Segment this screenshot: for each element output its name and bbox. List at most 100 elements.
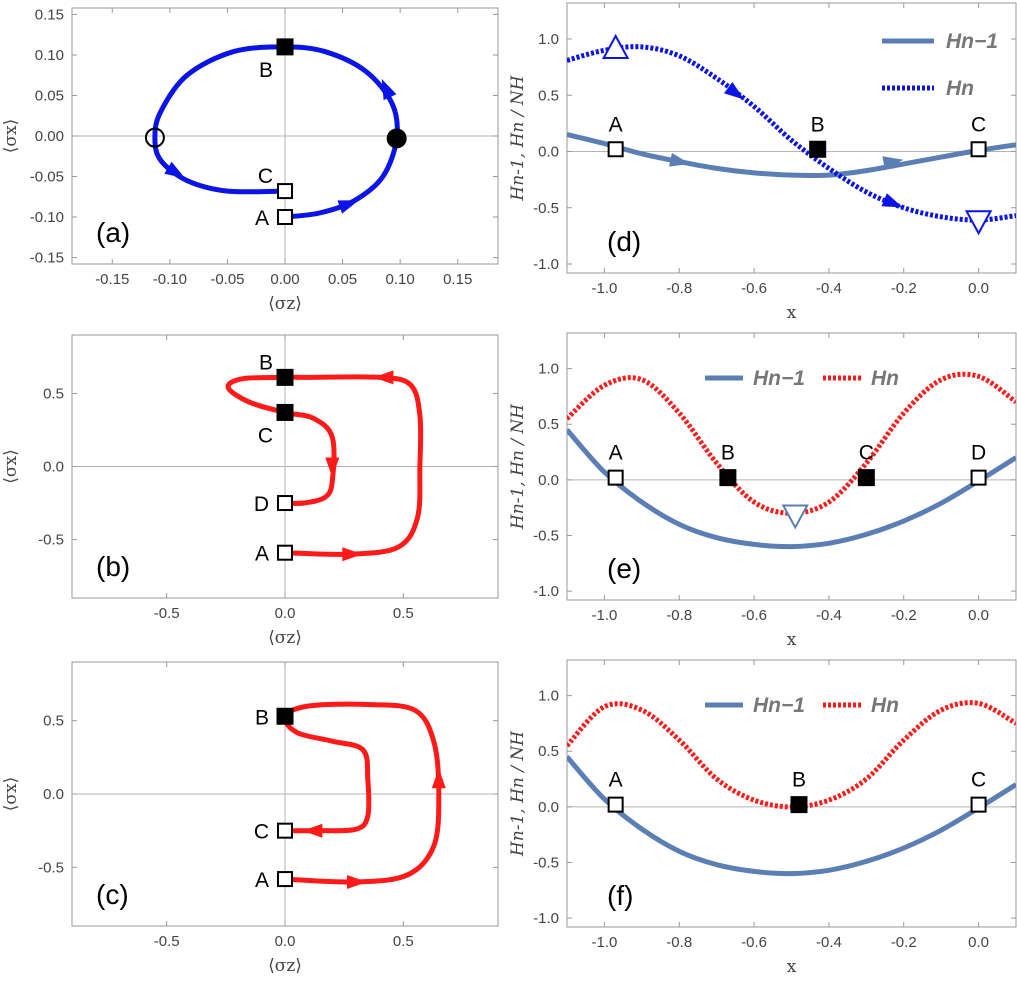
x-tick-label: -0.5 [154, 933, 180, 950]
marker-triangle-down [964, 210, 993, 236]
legend-label-hn: Hn [871, 367, 899, 390]
y-tick-label: 0.5 [43, 713, 64, 730]
y-tick-label: 0.15 [35, 6, 64, 23]
y-tick-label: -1.0 [533, 583, 559, 600]
marker-open-square [607, 796, 624, 813]
y-tick-label: 0.0 [538, 472, 559, 489]
point-label-A: A [609, 442, 623, 465]
panel-c: -0.5 0.0 0.5 -0.5 0.0 0.5 ⟨σz⟩ ⟨σx⟩ (c) A C B [1, 661, 499, 976]
x-tick-label: -0.5 [154, 605, 180, 622]
panel-e: -1.0 -0.8 -0.6 -0.4 -0.2 0.0 -1.0 -0.5 0.0 0.5 1.0… [508, 332, 1017, 650]
marker-filled-square [809, 140, 827, 158]
y-axis-label: Hn-1, Hn / NH [508, 730, 528, 857]
y-tick-label: -0.10 [30, 209, 64, 226]
marker-open-square [607, 469, 624, 486]
x-tick-label: 0.0 [275, 933, 296, 950]
point-label-B: B [259, 59, 273, 82]
y-tick-label: -0.15 [30, 250, 64, 267]
marker-filled-square [276, 38, 294, 56]
trajectory-arrow [381, 79, 397, 101]
x-tick-label: -0.6 [741, 934, 767, 951]
panel-f: -1.0 -0.8 -0.6 -0.4 -0.2 0.0 -1.0 -0.5 0.0 0.5 1.0… [508, 659, 1017, 977]
x-tick-label: -1.0 [591, 280, 617, 297]
x-tick-label: -0.8 [666, 934, 692, 951]
y-tick-label: 0.0 [538, 144, 559, 161]
point-label-C: C [859, 442, 874, 465]
x-tick-label: -0.4 [816, 607, 842, 624]
marker-open-square [277, 209, 293, 226]
trajectory-arrow [337, 200, 359, 214]
marker-open-square [277, 822, 293, 839]
trajectory-arrow [431, 768, 446, 789]
marker-open-square [970, 796, 987, 813]
point-label-A: A [255, 869, 269, 892]
point-label-C: C [258, 424, 273, 447]
x-tick-label: 0.15 [443, 271, 472, 288]
marker-triangle-up [601, 33, 630, 59]
y-tick-label: 0.5 [43, 385, 64, 402]
marker-open-square [970, 469, 987, 486]
x-axis-label: ⟨σz⟩ [268, 628, 302, 648]
marker-open-circle [144, 127, 165, 148]
x-tick-label: 0.10 [386, 271, 415, 288]
series-arrow [669, 152, 690, 167]
y-tick-label: 0.0 [538, 799, 559, 816]
x-axis-label: ⟨σz⟩ [268, 956, 302, 976]
panel-label: (e) [607, 553, 641, 584]
legend-label-hn-minus-1: Hn−1 [946, 30, 998, 53]
point-label-C: C [971, 769, 986, 792]
y-axis-label: ⟨σx⟩ [1, 119, 21, 153]
point-label-B: B [811, 113, 825, 136]
x-tick-label: 0.0 [968, 934, 989, 951]
series-arrow [724, 82, 745, 100]
trajectory-arrow [302, 823, 323, 838]
trajectory-arrow [342, 547, 363, 562]
marker-filled-circle [386, 128, 407, 149]
point-label-B: B [255, 706, 269, 729]
series-hn [567, 371, 1016, 516]
x-tick-label: -0.05 [210, 271, 244, 288]
panel-b: -0.5 0.0 0.5 -0.5 0.0 0.5 ⟨σz⟩ ⟨σx⟩ (b) A D C B [1, 334, 499, 648]
legend-label-hn-minus-1: Hn−1 [753, 694, 805, 717]
y-tick-label: 0.5 [538, 416, 559, 433]
x-tick-label: -0.2 [891, 934, 917, 951]
y-axis-label: Hn-1, Hn / NH [508, 403, 528, 530]
legend: Hn−1 Hn [705, 367, 899, 390]
x-tick-label: 0.00 [270, 271, 299, 288]
y-tick-label: 0.5 [538, 743, 559, 760]
plot-frame [566, 659, 1017, 928]
x-tick-label: 0.0 [275, 605, 296, 622]
y-tick-label: 0.0 [43, 459, 64, 476]
panel-a: -0.15 -0.10 -0.05 0.00 0.05 0.10 0.15 -0.15 -0.1… [1, 6, 499, 314]
trajectory-arrow [347, 875, 367, 889]
legend-label-hn: Hn [946, 77, 974, 100]
x-tick-label: -1.0 [591, 934, 617, 951]
point-label-C: C [971, 113, 986, 136]
series-arrow [881, 193, 903, 208]
legend-label-hn-minus-1: Hn−1 [753, 367, 805, 390]
y-tick-label: 0.0 [43, 786, 64, 803]
point-label-A: A [609, 769, 623, 792]
marker-open-square [970, 141, 987, 158]
y-tick-label: -1.0 [533, 910, 559, 927]
y-tick-label: 0.10 [35, 47, 64, 64]
panel-label: (d) [607, 226, 641, 257]
marker-open-square [277, 871, 293, 888]
y-tick-label: 0.5 [538, 87, 559, 104]
point-label-B: B [721, 442, 735, 465]
x-tick-label: 0.5 [393, 933, 414, 950]
x-tick-label: -1.0 [591, 607, 617, 624]
x-tick-label: -0.2 [891, 607, 917, 624]
y-tick-label: -0.5 [38, 532, 64, 549]
x-tick-label: 0.5 [393, 605, 414, 622]
panel-label: (a) [96, 217, 130, 248]
y-axis-label: Hn-1, Hn / NH [508, 74, 528, 201]
y-tick-label: 0.05 [35, 87, 64, 104]
series-hn-minus-1 [567, 132, 1016, 179]
y-axis-label: ⟨σx⟩ [1, 449, 21, 483]
y-tick-label: 1.0 [538, 31, 559, 48]
x-tick-label: -0.4 [816, 934, 842, 951]
marker-filled-square [857, 469, 875, 487]
x-tick-label: -0.15 [95, 271, 129, 288]
